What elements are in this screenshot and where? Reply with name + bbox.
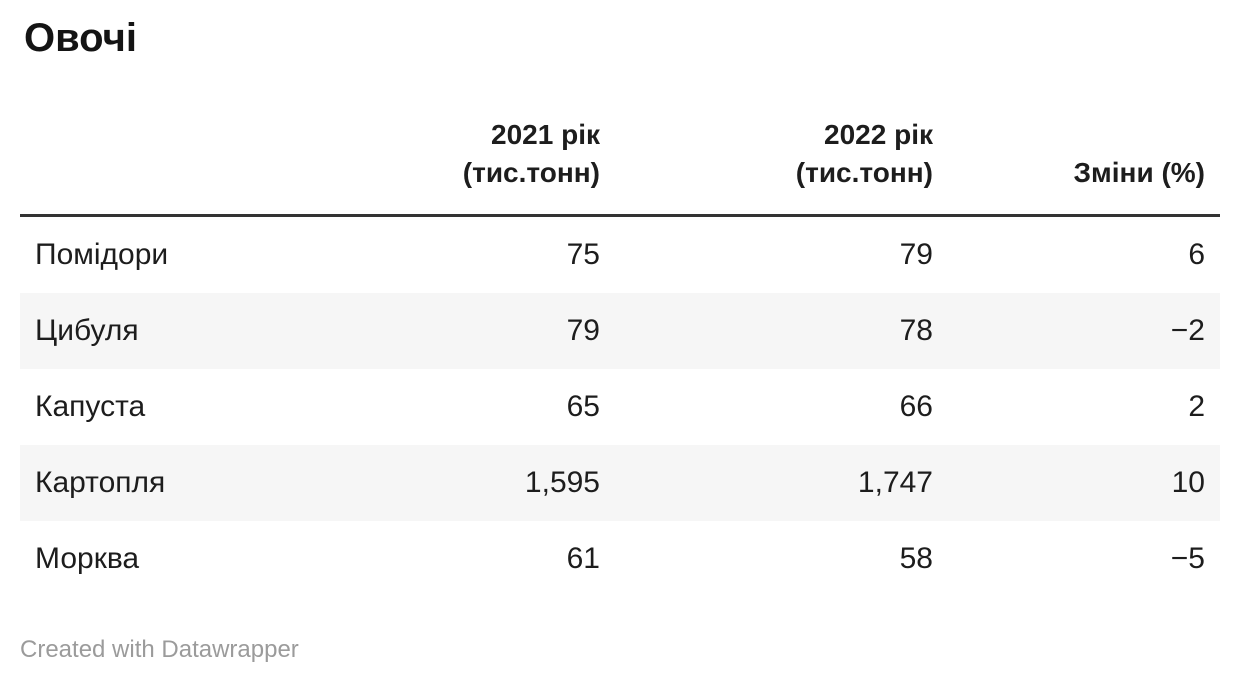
column-header-2022-line1: 2022 рік <box>824 119 933 150</box>
value-change: 10 <box>1171 466 1205 499</box>
row-label: Помідори <box>35 238 169 271</box>
table-row: Помідори 75 79 6 <box>20 216 1220 294</box>
value-change: 2 <box>1188 390 1205 423</box>
table-row: Капуста 65 66 2 <box>20 369 1220 445</box>
value-2022: 78 <box>899 314 933 347</box>
table-row: Картопля 1,595 1,747 10 <box>20 445 1220 521</box>
column-header-2021-line1: 2021 рік <box>491 119 600 150</box>
table-row: Цибуля 79 78 −2 <box>20 293 1220 369</box>
value-2021: 75 <box>566 238 600 271</box>
column-header-name <box>20 116 310 217</box>
column-header-2021-line2: (тис.тонн) <box>462 157 600 188</box>
row-label: Капуста <box>35 390 146 423</box>
column-header-change: Зміни (%) <box>948 116 1220 217</box>
column-header-2022: 2022 рік (тис.тонн) <box>615 116 948 217</box>
row-label: Картопля <box>35 466 166 499</box>
column-header-2021: 2021 рік (тис.тонн) <box>310 116 615 217</box>
value-change: −5 <box>1170 542 1205 575</box>
value-change: −2 <box>1170 314 1205 347</box>
attribution: Created with Datawrapper <box>20 636 299 663</box>
value-2021: 65 <box>566 390 600 423</box>
value-2022: 79 <box>899 238 933 271</box>
value-2022: 1,747 <box>857 466 933 499</box>
row-label: Цибуля <box>35 314 139 347</box>
value-2021: 79 <box>566 314 600 347</box>
value-2021: 1,595 <box>524 466 600 499</box>
value-change: 6 <box>1188 238 1205 271</box>
datawrapper-table-page: Овочі 2021 рік (тис.тонн) 2022 рік (тис.… <box>20 16 1220 663</box>
value-2021: 61 <box>566 542 600 575</box>
value-2022: 58 <box>899 542 933 575</box>
table-row: Морква 61 58 −5 <box>20 521 1220 597</box>
header-row: 2021 рік (тис.тонн) 2022 рік (тис.тонн) … <box>20 116 1220 217</box>
value-2022: 66 <box>899 390 933 423</box>
page-title: Овочі <box>24 16 137 60</box>
data-table: 2021 рік (тис.тонн) 2022 рік (тис.тонн) … <box>20 116 1220 597</box>
row-label: Морква <box>35 542 140 575</box>
column-header-2022-line2: (тис.тонн) <box>795 157 933 188</box>
